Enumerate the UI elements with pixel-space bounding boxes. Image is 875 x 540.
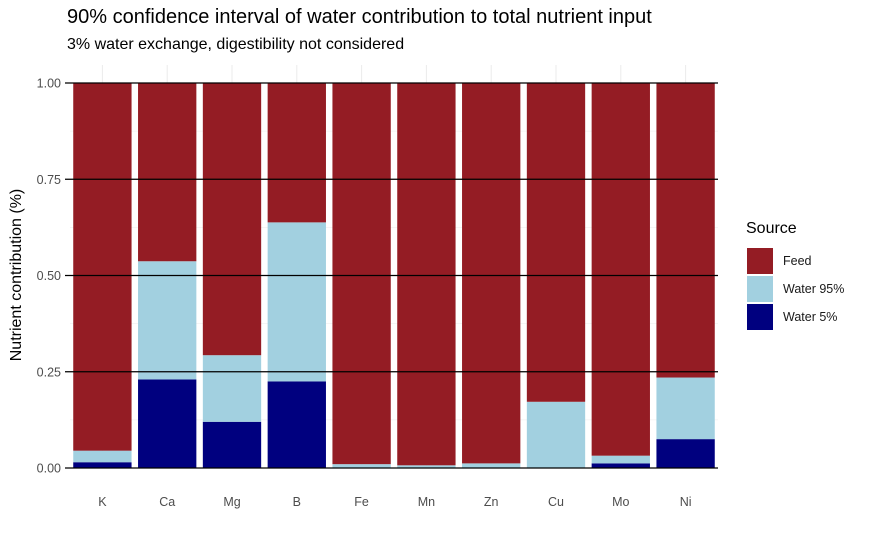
bar-segment-K-feed [73, 83, 132, 451]
bar-segment-Mn-water-95- [397, 465, 456, 468]
y-tick-label: 0.50 [37, 269, 61, 283]
x-tick-label: Cu [548, 495, 564, 509]
y-tick-label: 0.25 [37, 365, 61, 379]
bar-segment-Ni-water-95- [656, 377, 715, 440]
x-tick-label: Ca [159, 495, 175, 509]
bar-segment-Mn-feed [397, 83, 456, 466]
bar-segment-Fe-water-95- [332, 464, 391, 468]
bars [73, 83, 715, 468]
bar-segment-Ni-water-5- [656, 439, 715, 468]
bar-segment-Cu-feed [526, 83, 586, 402]
bar-segment-Cu-water-95- [526, 401, 586, 468]
bar-segment-Mg-water-5- [202, 421, 262, 468]
x-tick-label: Zn [484, 495, 499, 509]
legend: Source Feed Water 95% Water 5% [746, 220, 844, 331]
legend-title: Source [746, 220, 797, 237]
bar-segment-Zn-water-95- [462, 463, 521, 468]
y-tick-label: 0.00 [37, 462, 61, 476]
bar-segment-Mo-feed [591, 83, 650, 456]
bar-segment-K-water-5- [73, 462, 132, 468]
bar-segment-B-feed [267, 83, 326, 223]
bar-segment-Mo-water-95- [591, 455, 650, 464]
x-tick-label: B [293, 495, 301, 509]
bar-segment-Mg-water-95- [202, 355, 262, 422]
bar-segment-Ca-water-5- [138, 379, 197, 468]
x-tick-label: Mn [418, 495, 435, 509]
reference-lines [65, 82, 718, 469]
bar-segment-Fe-feed [332, 83, 391, 465]
bar-segment-Mg-feed [202, 83, 262, 356]
y-tick-label: 0.75 [37, 173, 61, 187]
x-tick-label: Ni [680, 495, 692, 509]
x-tick-label: Mo [612, 495, 629, 509]
chart-subtitle: 3% water exchange, digestibility not con… [67, 36, 405, 53]
legend-label: Water 95% [783, 282, 845, 296]
legend-label: Water 5% [783, 310, 838, 324]
axis-labels: 0.00 0.25 0.50 0.75 1.00 K Ca Mg B Fe Mn Zn Cu Mo Ni [37, 77, 692, 510]
bar-segment-B-water-5- [267, 381, 326, 468]
bar-segment-Ni-feed [656, 83, 715, 378]
x-tick-label: K [98, 495, 107, 509]
bar-segment-K-water-95- [73, 450, 132, 463]
legend-swatch [746, 275, 774, 303]
legend-item: Feed [746, 247, 844, 275]
bar-segment-B-water-95- [267, 222, 326, 382]
chart-title: 90% confidence interval of water contrib… [67, 6, 652, 28]
legend-item: Water 95% [746, 275, 844, 303]
y-axis-label: Nutrient contribution (%) [8, 189, 25, 362]
bar-segment-Ca-feed [138, 83, 197, 262]
bar-segment-Mo-water-5- [591, 463, 650, 468]
legend-swatch [746, 247, 774, 275]
x-tick-label: Fe [354, 495, 369, 509]
legend-label: Feed [783, 254, 812, 268]
bar-segment-Zn-feed [462, 83, 521, 464]
legend-item: Water 5% [746, 303, 844, 331]
bar-segment-Ca-water-95- [138, 261, 197, 380]
x-tick-label: Mg [223, 495, 240, 509]
legend-swatch [746, 303, 774, 331]
y-tick-label: 1.00 [37, 77, 61, 91]
